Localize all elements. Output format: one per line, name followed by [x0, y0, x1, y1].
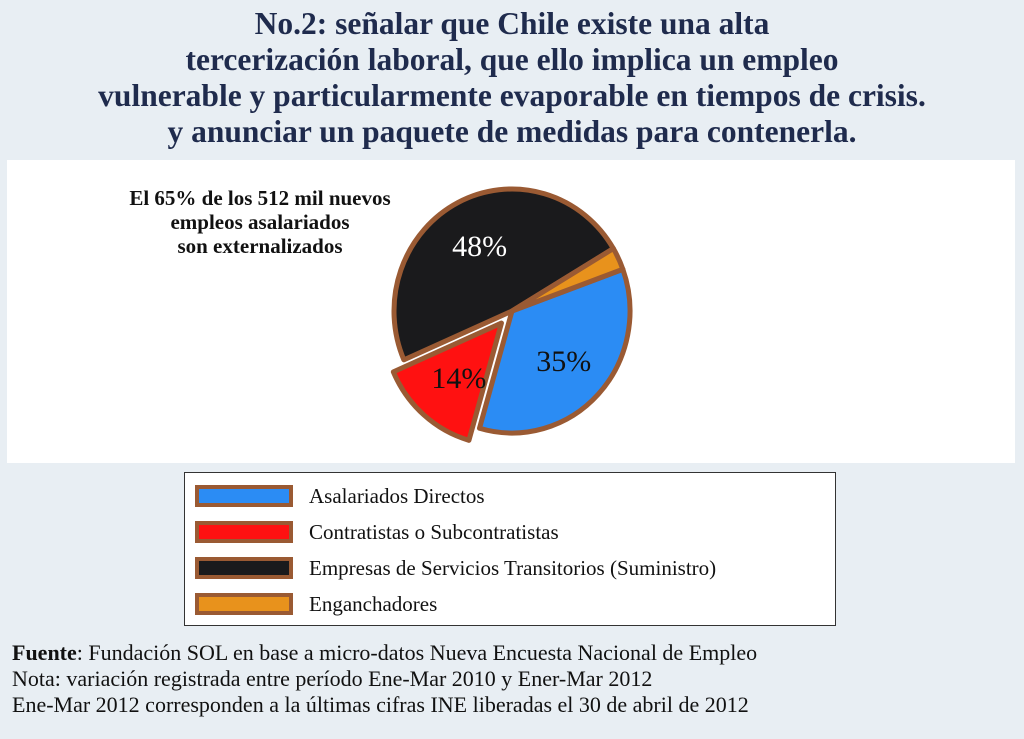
annotation-line: El 65% de los 512 mil nuevos	[129, 186, 391, 210]
legend-swatch	[195, 557, 293, 579]
legend-item: Contratistas o Subcontratistas	[195, 517, 559, 547]
legend-swatch	[195, 521, 293, 543]
title-line: tercerización laboral, que ello implica …	[185, 42, 839, 77]
title-line: No.2: señalar que Chile existe una alta	[254, 6, 770, 41]
slice-data-label: 14%	[431, 362, 486, 395]
legend-label: Enganchadores	[309, 591, 438, 616]
chart-legend: Asalariados Directos Contratistas o Subc…	[184, 472, 836, 626]
legend-label: Empresas de Servicios Transitorios (Sumi…	[309, 555, 717, 580]
legend-item: Asalariados Directos	[195, 481, 485, 511]
source-heading: Fuente	[12, 640, 77, 665]
pie-slice	[509, 246, 626, 314]
legend-swatch	[195, 593, 293, 615]
title-line: y anunciar un paquete de medidas para co…	[167, 114, 857, 149]
legend-label: Asalariados Directos	[309, 483, 485, 508]
title-line: vulnerable y particularmente evaporable …	[98, 78, 926, 113]
source-line: Fuente: Fundación SOL en base a micro-da…	[12, 640, 1012, 666]
chart-annotation: El 65% de los 512 mil nuevos empleos asa…	[90, 186, 430, 258]
legend-swatch	[195, 485, 293, 507]
legend-item: Empresas de Servicios Transitorios (Sumi…	[195, 553, 716, 583]
legend-item: Enganchadores	[195, 589, 437, 619]
annotation-line: empleos asalariados	[170, 210, 350, 234]
footer-notes: Fuente: Fundación SOL en base a micro-da…	[12, 640, 1012, 718]
legend-label: Contratistas o Subcontratistas	[309, 519, 559, 544]
slice-data-label: 48%	[452, 230, 507, 263]
pie-slice	[390, 320, 504, 443]
source-text: : Fundación SOL en base a micro-datos Nu…	[76, 640, 758, 665]
pie-slice	[391, 186, 616, 363]
note-line: Nota: variación registrada entre período…	[12, 666, 653, 691]
slice-data-label: 35%	[536, 345, 591, 378]
note-line: Ene-Mar 2012 corresponden a la últimas c…	[12, 692, 749, 717]
annotation-line: son externalizados	[177, 234, 343, 258]
page-title: No.2: señalar que Chile existe una alta …	[0, 6, 1024, 150]
